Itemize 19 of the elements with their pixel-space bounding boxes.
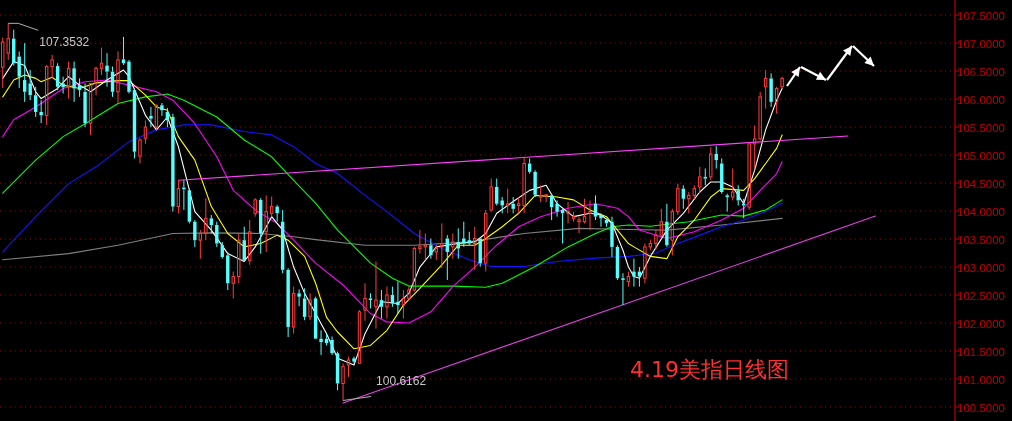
y-tick-label: 104.5000 [957, 177, 1005, 190]
y-tick-label: 103.5000 [957, 233, 1005, 246]
line-series [2, 217, 783, 261]
y-tick-label: 101.0000 [957, 373, 1005, 386]
y-tick-label: 105.5000 [957, 121, 1005, 134]
y-tick-label: 100.5000 [957, 401, 1005, 414]
y-tick-label: 102.5000 [957, 289, 1005, 302]
y-tick-label: 103.0000 [957, 261, 1005, 274]
y-tick-label: 107.0000 [957, 37, 1005, 50]
annotation: 4.19美指日线图 [630, 357, 789, 382]
line-series [2, 93, 783, 288]
y-tick-label: 101.5000 [957, 345, 1005, 358]
y-tick-label: 107.5000 [957, 9, 1005, 22]
y-tick-label: 106.5000 [957, 65, 1005, 78]
y-tick-label: 106.0000 [957, 93, 1005, 106]
y-tick-label: 105.0000 [957, 149, 1005, 162]
y-tick-label: 104.0000 [957, 205, 1005, 218]
y-tick-label: 102.0000 [957, 317, 1005, 330]
annotation: 107.3532 [39, 35, 90, 50]
